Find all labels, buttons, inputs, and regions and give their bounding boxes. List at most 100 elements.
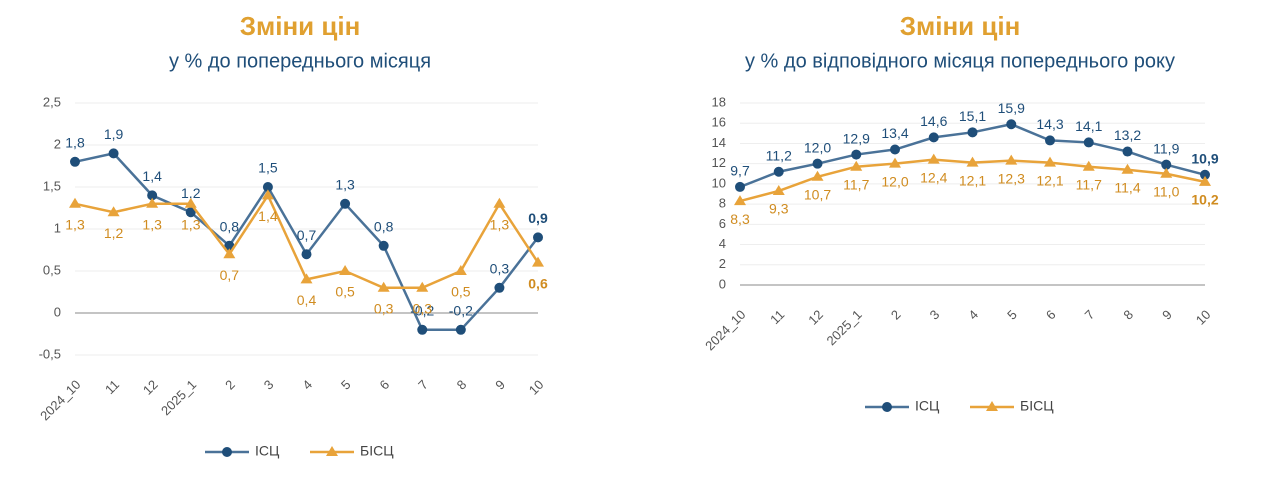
y-tick-label: 4 [719, 236, 726, 251]
value-label: 1,4 [258, 208, 278, 224]
value-label: 14,6 [920, 113, 947, 129]
value-label: 0,3 [374, 301, 394, 317]
value-label: 0,4 [297, 292, 317, 308]
value-label: 1,4 [142, 168, 162, 184]
value-label: 10,7 [804, 187, 831, 203]
point [1083, 137, 1094, 148]
y-tick-label: 8 [719, 196, 726, 211]
value-label: 11,4 [1114, 179, 1140, 195]
y-tick-label: 0 [719, 276, 726, 291]
value-label: 0,7 [220, 267, 240, 283]
point [1160, 167, 1173, 178]
x-tick-label: 12 [140, 377, 161, 398]
point [261, 189, 274, 200]
x-tick-label: 6 [1043, 307, 1059, 323]
point [262, 182, 273, 192]
point [735, 181, 745, 192]
point [772, 184, 785, 195]
point [301, 249, 312, 260]
value-label: 14,1 [1075, 118, 1102, 134]
point [851, 149, 862, 160]
point [1161, 159, 1172, 170]
point [532, 256, 544, 267]
y-tick-label: 1,5 [43, 178, 61, 193]
value-label: 1,3 [65, 217, 85, 233]
point [890, 144, 900, 155]
y-tick-label: 16 [712, 115, 726, 130]
point [454, 265, 467, 275]
point [927, 153, 940, 164]
point [416, 281, 429, 292]
point [734, 195, 746, 206]
y-tick-label: 14 [712, 135, 726, 150]
point [1045, 135, 1055, 146]
legend-marker [986, 401, 998, 411]
point [889, 157, 901, 168]
x-tick-label: 11 [102, 377, 122, 397]
value-label: 1,3 [335, 177, 355, 193]
point [1006, 119, 1017, 130]
y-tick-label: 2 [719, 256, 726, 271]
value-label: 10,9 [1191, 150, 1218, 166]
point [378, 240, 389, 251]
value-label: 1,3 [181, 217, 201, 233]
y-tick-label: 12 [712, 155, 726, 170]
value-label: 0,5 [335, 284, 355, 300]
point [1199, 175, 1211, 186]
x-tick-label: 11 [767, 307, 787, 327]
value-label: 12,1 [959, 172, 986, 188]
value-label: 1,3 [142, 217, 162, 233]
value-label: 11,9 [1153, 140, 1179, 156]
x-tick-label: 8 [454, 377, 470, 393]
point [494, 282, 505, 293]
point [493, 197, 506, 208]
value-label: 1,9 [104, 126, 124, 142]
x-tick-label: 4 [299, 377, 315, 393]
y-tick-label: -0,5 [39, 346, 61, 361]
chart-title: Зміни цін [240, 11, 361, 41]
y-tick-label: 1 [54, 220, 61, 235]
value-label: 0,6 [528, 275, 548, 291]
value-label: 13,2 [1114, 127, 1141, 143]
x-tick-label: 7 [1082, 307, 1098, 323]
x-tick-label: 6 [376, 377, 392, 393]
legend-marker [326, 446, 338, 456]
value-label: 13,4 [881, 125, 908, 141]
x-tick-label: 2025_1 [158, 377, 199, 418]
x-tick-label: 10 [1193, 307, 1214, 328]
point [1005, 154, 1018, 165]
x-tick-label: 4 [965, 307, 981, 323]
point [417, 324, 428, 335]
value-label: 11,7 [843, 176, 869, 192]
point [967, 127, 978, 138]
point [966, 156, 979, 167]
value-label: 12,0 [804, 139, 831, 155]
y-tick-label: 2 [54, 136, 61, 151]
value-label: -0,2 [449, 303, 473, 319]
value-label: 0,8 [220, 219, 240, 235]
value-label: 12,1 [1036, 172, 1063, 188]
y-tick-label: 0 [54, 304, 61, 319]
value-label: 1,2 [181, 185, 201, 201]
legend-marker [222, 447, 232, 457]
x-tick-label: 2024_10 [702, 307, 748, 353]
x-tick-label: 7 [415, 377, 431, 393]
value-label: 1,2 [104, 225, 124, 241]
value-label: -0,2 [410, 303, 434, 319]
value-label: 1,8 [65, 135, 85, 151]
value-label: 0,3 [490, 261, 510, 277]
point [850, 160, 863, 171]
x-tick-label: 9 [492, 377, 508, 393]
x-tick-label: 2 [888, 307, 904, 323]
point [533, 232, 543, 243]
value-label: 8,3 [730, 211, 750, 227]
value-label: 11,7 [1076, 176, 1102, 192]
x-tick-label: 5 [338, 377, 354, 393]
x-tick-label: 2 [222, 377, 238, 393]
x-tick-label: 8 [1120, 307, 1136, 323]
value-label: 1,3 [490, 217, 510, 233]
point [70, 156, 80, 167]
legend-marker [882, 402, 892, 412]
value-label: 10,2 [1191, 192, 1218, 208]
